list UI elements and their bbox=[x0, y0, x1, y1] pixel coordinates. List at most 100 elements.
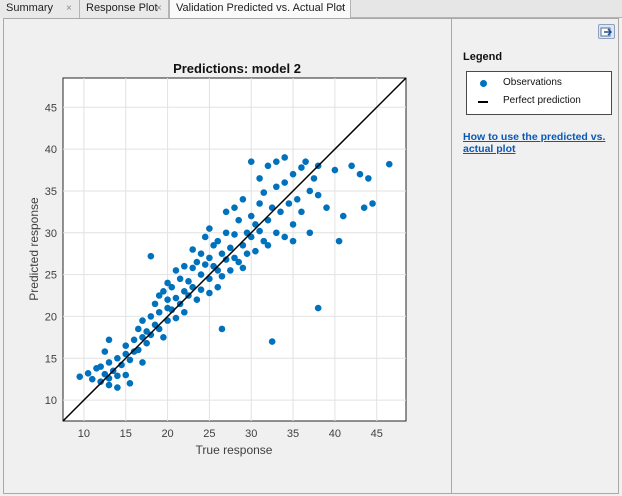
tab-summary[interactable]: Summary × bbox=[0, 0, 80, 18]
observation-point bbox=[114, 354, 121, 362]
x-tick-label: 20 bbox=[161, 428, 173, 440]
observation-point bbox=[218, 250, 226, 257]
observation-point bbox=[273, 183, 280, 191]
observation-point bbox=[206, 225, 213, 232]
observation-point bbox=[252, 247, 259, 255]
x-tick-label: 10 bbox=[78, 428, 90, 440]
observation-point bbox=[176, 275, 184, 283]
x-tick-label: 30 bbox=[245, 428, 257, 440]
observation-point bbox=[289, 170, 297, 178]
observation-point bbox=[335, 237, 343, 245]
observation-point bbox=[147, 313, 155, 320]
observation-point bbox=[105, 381, 113, 389]
x-axis-label: True response bbox=[196, 443, 273, 457]
observation-point bbox=[264, 242, 272, 249]
legend-item-observations: Observations bbox=[467, 75, 613, 93]
observation-point bbox=[293, 196, 301, 203]
legend-item-perfect-prediction: Perfect prediction bbox=[467, 93, 613, 111]
observation-point bbox=[222, 256, 230, 263]
observation-point bbox=[339, 212, 347, 220]
x-tick-label: 25 bbox=[203, 428, 215, 440]
observation-point bbox=[172, 267, 180, 274]
observation-point bbox=[214, 237, 222, 245]
tick-labels: 10 15 20 25 30 35 40 45 10 15 20 25 30 35 40 45 bbox=[45, 102, 383, 440]
tab-label: Response Plot bbox=[86, 2, 158, 14]
observation-point bbox=[160, 334, 167, 341]
x-tick-label: 35 bbox=[287, 428, 299, 440]
observation-point bbox=[260, 189, 268, 196]
y-axis-label: Predicted response bbox=[27, 197, 41, 301]
y-tick-label: 20 bbox=[45, 311, 57, 323]
observation-point bbox=[160, 288, 167, 295]
observation-point bbox=[365, 175, 372, 182]
observation-point bbox=[147, 252, 155, 260]
observation-point bbox=[172, 314, 180, 322]
observation-point bbox=[193, 296, 201, 303]
plot-panel: Predictions: model 2 10 15 20 25 30 35 40 45 10 1… bbox=[4, 19, 451, 493]
observation-point bbox=[256, 175, 263, 182]
observation-point bbox=[114, 384, 121, 391]
observation-point bbox=[84, 370, 92, 377]
observation-point bbox=[218, 325, 226, 333]
observation-point bbox=[122, 342, 130, 350]
close-icon[interactable]: × bbox=[156, 3, 162, 14]
observation-point bbox=[243, 250, 251, 257]
observation-point bbox=[298, 164, 305, 171]
tab-response-plot[interactable]: Response Plot × bbox=[80, 0, 169, 18]
observation-point bbox=[314, 191, 322, 199]
observation-point bbox=[260, 237, 268, 245]
observation-point bbox=[185, 277, 192, 285]
observation-point bbox=[181, 262, 188, 270]
panel-divider[interactable] bbox=[451, 19, 452, 493]
tab-label: Summary bbox=[6, 2, 54, 14]
observation-point bbox=[310, 175, 318, 182]
close-icon[interactable]: × bbox=[66, 3, 72, 14]
observation-point bbox=[147, 331, 155, 339]
observation-point bbox=[235, 216, 242, 224]
legend-label: Observations bbox=[503, 77, 562, 88]
observation-point bbox=[277, 208, 284, 216]
observation-point bbox=[197, 271, 205, 278]
observation-point bbox=[76, 373, 84, 380]
observation-point bbox=[356, 170, 364, 178]
observation-point bbox=[164, 296, 171, 303]
observation-point bbox=[289, 221, 297, 228]
observation-point bbox=[134, 325, 142, 333]
close-icon[interactable]: × bbox=[338, 3, 344, 14]
legend-title: Legend bbox=[463, 51, 503, 63]
observation-point bbox=[323, 204, 330, 211]
observation-point bbox=[239, 196, 247, 203]
observation-point bbox=[214, 283, 222, 291]
observation-point bbox=[181, 308, 188, 316]
observation-point bbox=[264, 162, 272, 170]
chart-title: Predictions: model 2 bbox=[173, 61, 301, 76]
legend-box: Observations Perfect prediction bbox=[466, 71, 612, 115]
tab-validation-predicted-vs-actual[interactable]: Validation Predicted vs. Actual Plot × bbox=[169, 0, 351, 19]
observation-point bbox=[97, 363, 104, 370]
undock-button[interactable] bbox=[598, 24, 615, 39]
observation-point bbox=[281, 233, 288, 241]
observation-point bbox=[331, 166, 339, 174]
observation-point bbox=[281, 154, 288, 161]
observation-point bbox=[193, 258, 201, 266]
x-tick-label: 15 bbox=[120, 428, 132, 440]
observation-point bbox=[172, 294, 180, 302]
observation-point bbox=[231, 231, 238, 238]
perfect-prediction-line bbox=[62, 77, 407, 422]
observation-point bbox=[222, 229, 230, 237]
tab-label: Validation Predicted vs. Actual Plot bbox=[176, 2, 346, 14]
observation-point bbox=[385, 160, 393, 168]
observation-point bbox=[273, 229, 280, 237]
observation-point bbox=[306, 229, 314, 237]
legend-panel: Legend Observations Perfect prediction H… bbox=[452, 19, 618, 493]
observation-point bbox=[97, 378, 104, 385]
line-marker-icon bbox=[478, 101, 488, 103]
help-link[interactable]: How to use the predicted vs. actual plot bbox=[463, 131, 606, 155]
y-tick-label: 25 bbox=[45, 270, 57, 282]
observation-point bbox=[139, 317, 146, 324]
observation-point bbox=[231, 204, 238, 211]
observation-point bbox=[227, 267, 234, 274]
observation-point bbox=[298, 208, 305, 216]
observation-point bbox=[231, 254, 238, 262]
observation-point bbox=[247, 212, 255, 220]
